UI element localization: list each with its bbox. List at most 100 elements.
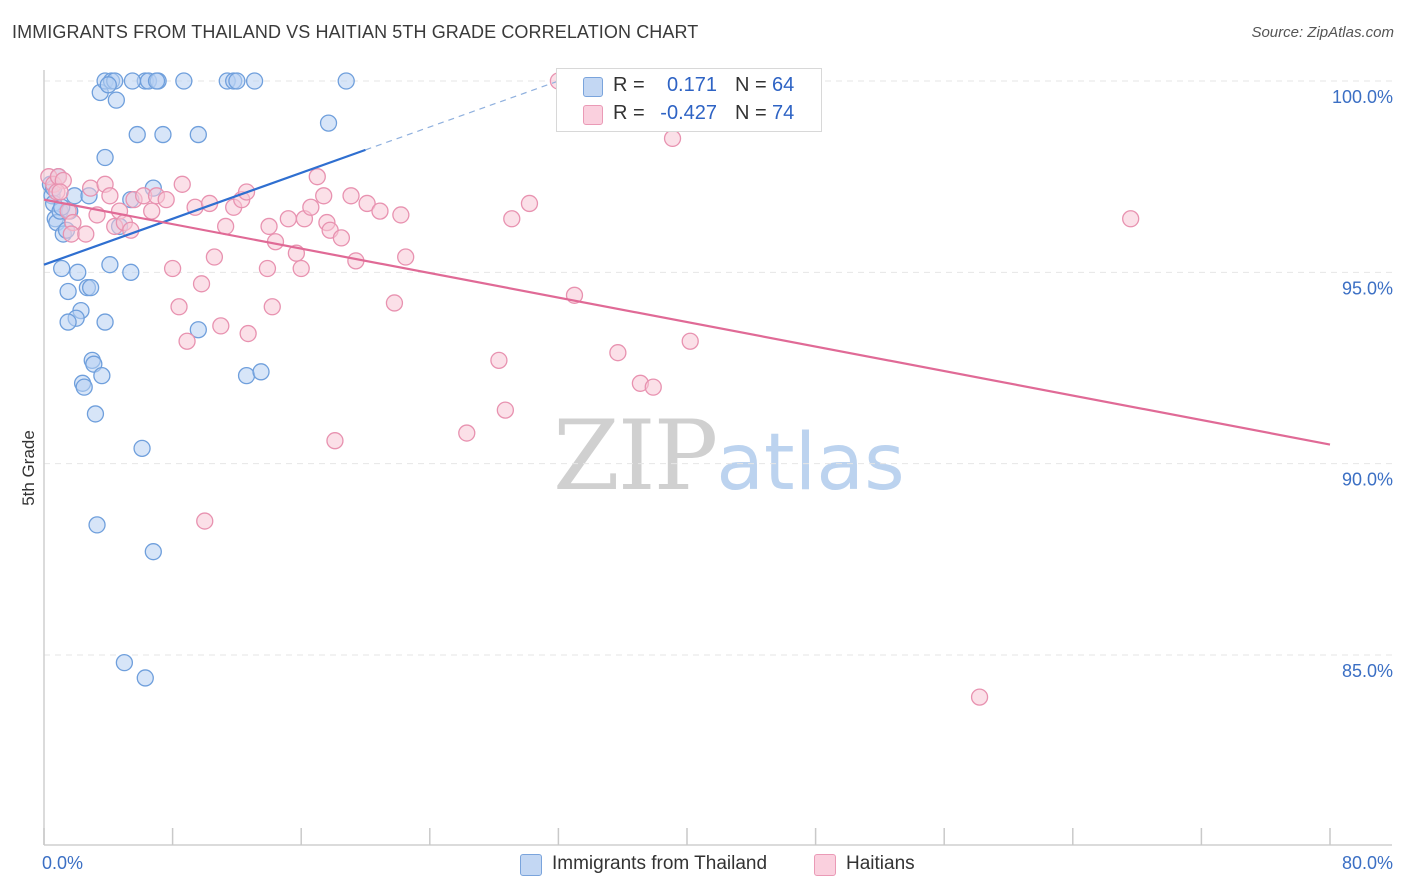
legend-n-value: 64: [772, 74, 795, 96]
thailand-point: [115, 654, 134, 672]
y-tick-label: 90.0%: [1342, 470, 1393, 490]
thailand-point: [144, 543, 162, 561]
thailand-point: [228, 72, 246, 90]
haitian-point: [77, 225, 95, 243]
thailand-point: [128, 125, 146, 144]
legend-row-thailand: R = 0.171 N = 64: [557, 72, 821, 100]
legend-r-value: 0.171: [666, 74, 717, 96]
haitian-point: [51, 183, 69, 201]
thailand-point: [75, 378, 93, 396]
legend-r-label: R =: [613, 74, 645, 96]
haitian-point: [170, 298, 188, 316]
haitian-point: [392, 206, 410, 224]
thailand-point: [96, 313, 114, 331]
haitian-point: [1122, 210, 1140, 228]
haitian-point: [212, 317, 230, 335]
thailand-point: [65, 187, 84, 205]
watermark: ZIPatlas: [553, 400, 905, 512]
legend-swatch-blue: [583, 77, 603, 97]
haitian-point: [279, 210, 297, 228]
haitian-point: [205, 248, 224, 266]
legend-label-haitians: Haitians: [846, 853, 915, 874]
haitian-point: [458, 424, 476, 442]
thailand-point: [69, 263, 87, 281]
thailand-point: [154, 125, 172, 144]
thailand-point: [136, 669, 154, 687]
haitian-point: [315, 187, 333, 205]
thailand-point: [123, 72, 142, 90]
watermark-atlas: atlas: [716, 418, 905, 508]
source-credit: Source: ZipAtlas.com: [1251, 24, 1394, 41]
legend-swatch-pink: [814, 854, 836, 876]
legend-r-label: R =: [613, 102, 645, 124]
haitian-point: [258, 259, 277, 278]
legend-n-label: N =: [735, 74, 767, 96]
haitian-point: [163, 259, 182, 278]
haitian-point: [143, 202, 161, 220]
haitian-point: [326, 432, 344, 450]
legend-swatch-pink: [583, 105, 603, 125]
haitian-point: [385, 294, 404, 312]
axes: [43, 70, 1392, 846]
haitian-point: [263, 298, 281, 316]
legend-label-thailand: Immigrants from Thailand: [552, 853, 768, 874]
haitian-point: [192, 275, 211, 293]
thailand-point: [96, 148, 114, 167]
haitian-point: [663, 129, 682, 148]
correlation-legend: R = 0.171 N = 64 R = -0.427 N = 74: [556, 68, 822, 132]
haitian-trend-line: [43, 198, 1331, 446]
y-tick-label: 100.0%: [1332, 87, 1393, 107]
haitian-point: [503, 210, 521, 228]
thailand-point: [88, 516, 106, 534]
thailand-trend-line: [43, 148, 366, 266]
thailand-point: [59, 313, 77, 331]
haitian-point: [342, 187, 360, 205]
haitian-point: [308, 168, 326, 186]
haitian-point: [62, 225, 80, 243]
haitian-point: [970, 688, 989, 706]
haitian-point: [609, 344, 627, 362]
legend-r-value: -0.427: [660, 102, 717, 124]
trend-lines: [43, 80, 1331, 446]
thailand-point: [101, 256, 119, 274]
haitian-point: [681, 332, 699, 350]
legend-n-label: N =: [735, 102, 767, 124]
haitian-point: [371, 202, 389, 220]
thailand-point: [59, 282, 77, 301]
haitian-point: [173, 175, 191, 193]
thailand-point: [107, 91, 125, 109]
haitian-point: [101, 187, 119, 205]
thailand-point: [122, 263, 140, 281]
thailand-point: [189, 125, 207, 144]
haitian-point: [196, 512, 214, 530]
y-axis-title: 5th Grade: [19, 430, 38, 506]
haitian-point: [302, 198, 320, 216]
x-tick-label-max: 80.0%: [1342, 853, 1393, 873]
legend-n-value: 74: [772, 102, 795, 124]
series-legend: Immigrants from Thailand Haitians: [0, 853, 1406, 877]
watermark-zip: ZIP: [553, 400, 718, 512]
thailand-point: [319, 114, 338, 132]
thailand-point: [175, 72, 193, 90]
haitian-point: [216, 217, 235, 236]
thailand-point: [86, 405, 105, 423]
haitian-point: [157, 190, 175, 209]
series-thailand-points: [41, 72, 355, 687]
haitian-point: [490, 351, 508, 369]
thailand-point: [245, 72, 264, 90]
thailand-point: [147, 72, 166, 90]
thailand-point: [252, 363, 270, 381]
haitian-point: [292, 259, 310, 278]
haitian-point: [178, 332, 196, 350]
series-haitians-points: [40, 72, 1140, 706]
thailand-point: [99, 76, 117, 94]
thailand-point: [337, 72, 355, 90]
thailand-point: [93, 367, 111, 385]
haitian-point: [81, 179, 100, 197]
thailand-point: [237, 367, 256, 385]
y-tick-label: 95.0%: [1342, 278, 1393, 298]
thailand-point: [133, 439, 151, 458]
thailand-point: [81, 278, 100, 297]
tick-labels: 85.0% 90.0% 95.0% 100.0% 0.0% 80.0%: [42, 87, 1393, 873]
